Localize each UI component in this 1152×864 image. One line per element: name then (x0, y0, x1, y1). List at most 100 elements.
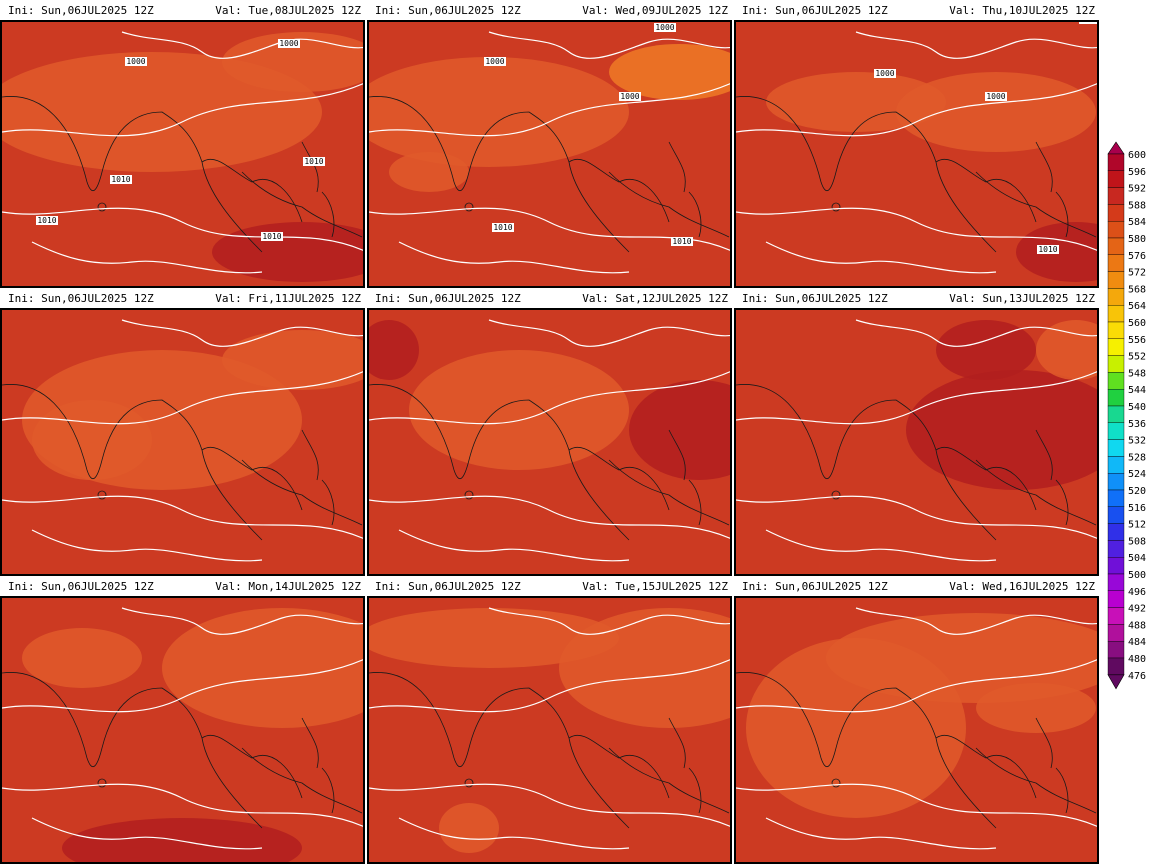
panel-title: Ini: Sun,06JUL2025 12Z Val: Fri,11JUL2025… (0, 288, 367, 308)
island-outline (97, 490, 107, 500)
isobar-line (121, 319, 363, 347)
init-time-label: Ini: Sun,06JUL2025 12Z (8, 580, 154, 593)
valid-time-label: Val: Sat,12JUL2025 12Z (582, 292, 728, 305)
colorbar-tick-label: 528 (1128, 452, 1146, 463)
isobar-contours (369, 607, 730, 850)
shaded-region (162, 608, 363, 728)
shaded-region (609, 44, 730, 100)
isobar-line (2, 207, 363, 252)
valid-time-label: Val: Wed,16JUL2025 12Z (949, 580, 1095, 593)
colorbar-tick-label: 592 (1128, 184, 1146, 195)
shaded-region (22, 628, 142, 688)
init-time-label: Ini: Sun,06JUL2025 12Z (742, 292, 888, 305)
panel-title: Ini: Sun,06JUL2025 12Z Val: Tue,15JUL2025… (367, 576, 734, 596)
shaded-region (222, 32, 363, 92)
colorbar-tick-label: 568 (1128, 284, 1146, 295)
svg-text:1000: 1000 (875, 69, 894, 78)
isobar-line (765, 817, 997, 850)
colorbar-tick-label: 512 (1128, 520, 1146, 531)
contour-label: 1000 (484, 57, 506, 66)
panel-title: Ini: Sun,06JUL2025 12Z Val: Mon,14JUL2025… (0, 576, 367, 596)
shaded-region (906, 370, 1097, 490)
colorbar-tick-label: 552 (1128, 352, 1146, 363)
colorbar-tick-label: 564 (1128, 301, 1146, 312)
island-outline (668, 429, 702, 526)
map-panel: Ini: Sun,06JUL2025 12Z Val: Tue,15JUL2025… (367, 576, 734, 864)
coastline-path (241, 171, 363, 238)
colorbar-tick-label: 584 (1128, 217, 1146, 228)
colorbar-segment (1107, 204, 1125, 222)
isobar-line (369, 371, 730, 425)
island-outline (831, 202, 841, 212)
island-outline (301, 429, 335, 526)
contour-label: 1010 (110, 175, 132, 184)
colorbar-tick-label: 504 (1128, 553, 1146, 564)
coastline (2, 96, 363, 253)
shaded-region (389, 152, 469, 192)
shaded-region (369, 608, 619, 668)
isobar-contours (736, 607, 1097, 850)
colorbar-arrow-top (1107, 141, 1125, 155)
svg-text:1010: 1010 (1038, 245, 1057, 254)
panel-title: Ini: Sun,06JUL2025 12Z Val: Sun,13JUL2025… (734, 288, 1101, 308)
isobar-line (31, 241, 263, 274)
map-graphic: 1000 1000 1000 1010 (736, 22, 1097, 286)
shaded-region (826, 613, 1097, 703)
island-outline (831, 490, 841, 500)
coastline (736, 96, 1097, 253)
contour-label: 1000 (619, 92, 641, 101)
contour-label: 1010 (1037, 245, 1059, 254)
colorbar-tick-label: 540 (1128, 402, 1146, 413)
coastline-path (2, 384, 303, 541)
isobar-line (765, 241, 997, 274)
map-panel: Ini: Sun,06JUL2025 12Z Val: Wed,09JUL2025… (367, 0, 734, 288)
svg-text:1010: 1010 (304, 157, 323, 166)
contour-label: 1000 (874, 69, 896, 78)
init-time-label: Ini: Sun,06JUL2025 12Z (8, 4, 154, 17)
shaded-region (62, 818, 302, 862)
contour-label: 1010 (261, 232, 283, 241)
coastline-path (975, 747, 1097, 814)
colorbar-segment (1107, 271, 1125, 289)
contour-label: 1010 (303, 157, 325, 166)
shaded-region (976, 683, 1096, 733)
isobar-line (736, 659, 1097, 713)
colorbar-segment (1107, 237, 1125, 255)
isobar-contours (2, 319, 363, 562)
island-outline (1035, 429, 1069, 526)
colorbar-segment (1107, 304, 1125, 323)
isobar-line (398, 529, 630, 562)
coastline (2, 672, 363, 829)
svg-text:1000: 1000 (485, 57, 504, 66)
colorbar-segment (1107, 405, 1125, 423)
colorbar-tick-label: 588 (1128, 200, 1146, 211)
svg-text:1000: 1000 (655, 23, 674, 32)
island-outline (464, 490, 474, 500)
colorbar-tick-label: 480 (1128, 654, 1146, 665)
valid-time-label: Val: Fri,11JUL2025 12Z (215, 292, 361, 305)
colorbar-segment (1107, 388, 1125, 407)
coastline (2, 384, 363, 541)
isobar-line (855, 31, 1097, 59)
isobar-contours (2, 607, 363, 850)
svg-text:1010: 1010 (37, 216, 56, 225)
isobar-line (2, 659, 363, 713)
isobar-line (855, 319, 1097, 347)
valid-time-label: Val: Sun,13JUL2025 12Z (949, 292, 1095, 305)
isobar-line (765, 529, 997, 562)
panel-title: Ini: Sun,06JUL2025 12Z Val: Sat,12JUL2025… (367, 288, 734, 308)
isobar-line (2, 83, 363, 137)
shaded-region (222, 330, 363, 390)
isobar-line (736, 783, 1097, 828)
coastline-path (736, 672, 1037, 829)
colorbar-arrow-bottom (1107, 674, 1125, 690)
coastline-path (608, 747, 730, 814)
valid-time-label: Val: Thu,10JUL2025 12Z (949, 4, 1095, 17)
colorbar-tick-label: 508 (1128, 536, 1146, 547)
panel-title: Ini: Sun,06JUL2025 12Z Val: Wed,09JUL2025… (367, 0, 734, 20)
coastline-path (975, 171, 1097, 238)
